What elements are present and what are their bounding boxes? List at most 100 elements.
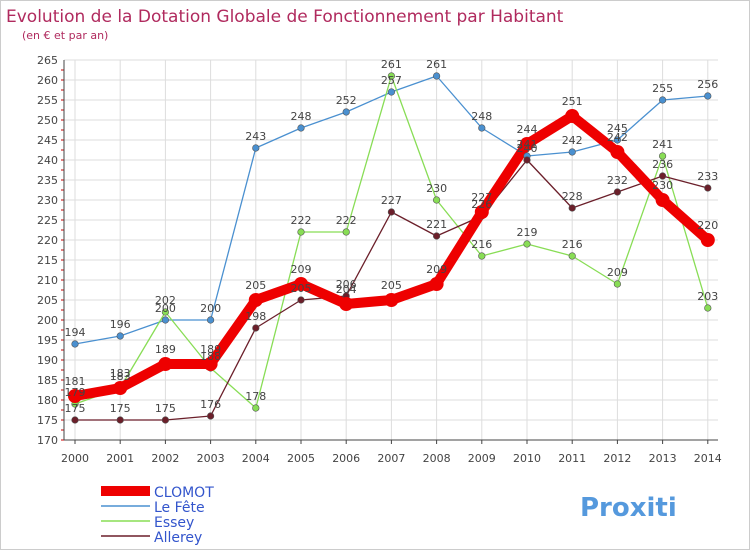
data-point-allerey xyxy=(161,416,169,424)
x-tick-label: 2009 xyxy=(468,452,496,465)
data-label-le-fete: 245 xyxy=(607,122,628,135)
y-tick-label: 170 xyxy=(37,434,58,447)
data-point-allerey xyxy=(613,188,622,196)
data-point-le-fete xyxy=(252,144,260,152)
data-point-essey xyxy=(568,252,576,260)
data-point-allerey xyxy=(252,324,260,332)
data-label-le-fete: 256 xyxy=(697,78,718,91)
data-label-allerey: 221 xyxy=(426,218,447,231)
x-tick-label: 2003 xyxy=(197,452,225,465)
data-point-le-fete xyxy=(478,124,486,132)
data-label-clomot: 251 xyxy=(562,95,583,108)
x-tick-label: 2008 xyxy=(423,452,451,465)
data-label-le-fete: 242 xyxy=(562,134,583,147)
legend-label: Le Fête xyxy=(154,500,205,516)
data-label-allerey: 175 xyxy=(110,402,131,415)
x-tick-label: 2013 xyxy=(649,452,677,465)
proxiti-logo: Proxiti xyxy=(580,493,677,523)
data-label-clomot: 205 xyxy=(245,279,266,292)
y-tick-label: 210 xyxy=(37,274,58,287)
data-label-clomot: 209 xyxy=(426,263,447,276)
data-label-essey: 183 xyxy=(110,370,131,383)
data-point-le-fete xyxy=(658,96,667,104)
data-label-essey: 222 xyxy=(291,214,312,227)
data-point-clomot xyxy=(68,389,82,403)
y-tick-label: 200 xyxy=(37,314,58,327)
data-label-allerey: 206 xyxy=(336,278,357,291)
data-point-allerey xyxy=(116,416,124,424)
data-label-allerey: 228 xyxy=(562,190,583,203)
data-label-essey: 202 xyxy=(155,294,176,307)
data-point-essey xyxy=(297,228,305,236)
y-tick-label: 250 xyxy=(37,114,58,127)
data-point-allerey xyxy=(207,412,215,420)
data-label-le-fete: 248 xyxy=(471,110,492,123)
data-point-le-fete xyxy=(433,72,441,80)
x-tick-label: 2004 xyxy=(242,452,270,465)
data-point-clomot xyxy=(474,205,489,219)
y-tick-label: 245 xyxy=(37,134,58,147)
data-label-le-fete: 261 xyxy=(426,58,447,71)
data-point-allerey xyxy=(704,184,712,192)
chart-subtitle: (en € et par an) xyxy=(22,29,108,42)
x-tick-label: 2001 xyxy=(106,452,134,465)
data-label-le-fete: 255 xyxy=(652,82,673,95)
legend-label: Allerey xyxy=(154,530,202,546)
data-point-clomot xyxy=(429,277,444,291)
data-label-le-fete: 200 xyxy=(200,302,221,315)
data-label-le-fete: 200 xyxy=(155,302,176,315)
data-point-essey xyxy=(161,308,169,316)
y-tick-label: 225 xyxy=(37,214,58,227)
data-label-allerey: 198 xyxy=(245,310,266,323)
x-tick-label: 2000 xyxy=(61,452,89,465)
data-label-le-fete: 248 xyxy=(291,110,312,123)
data-point-allerey xyxy=(568,204,576,212)
y-tick-label: 175 xyxy=(37,414,58,427)
data-point-essey xyxy=(342,228,350,236)
data-label-essey: 179 xyxy=(65,386,86,399)
data-point-allerey xyxy=(387,208,396,216)
data-point-essey xyxy=(523,240,531,248)
data-point-allerey xyxy=(658,172,667,180)
data-label-allerey: 205 xyxy=(291,282,312,295)
data-label-essey: 219 xyxy=(517,226,538,239)
data-label-allerey: 232 xyxy=(607,174,628,187)
data-point-allerey xyxy=(433,232,441,240)
y-tick-label: 255 xyxy=(37,94,58,107)
x-tick-label: 2010 xyxy=(513,452,541,465)
data-label-essey: 209 xyxy=(607,266,628,279)
y-tick-label: 190 xyxy=(37,354,58,367)
data-label-le-fete: 243 xyxy=(245,130,266,143)
data-point-clomot xyxy=(384,293,399,307)
data-point-allerey xyxy=(71,416,79,424)
data-label-essey: 230 xyxy=(426,182,447,195)
data-label-essey: 216 xyxy=(562,238,583,251)
series-points xyxy=(68,72,715,424)
data-label-allerey: 226 xyxy=(471,198,492,211)
data-label-allerey: 175 xyxy=(155,402,176,415)
data-label-clomot: 189 xyxy=(200,343,221,356)
data-point-allerey xyxy=(523,156,531,164)
data-point-essey xyxy=(613,280,622,288)
y-tick-label: 205 xyxy=(37,294,58,307)
brand-logo-text: Proxiti xyxy=(580,493,677,523)
data-point-clomot xyxy=(700,233,715,247)
data-label-clomot: 242 xyxy=(607,131,628,144)
data-point-le-fete xyxy=(71,340,79,348)
data-point-le-fete xyxy=(297,124,305,132)
grid xyxy=(64,59,718,441)
data-point-essey xyxy=(433,196,441,204)
data-label-allerey: 175 xyxy=(65,402,86,415)
data-label-essey: 241 xyxy=(652,138,673,151)
data-point-essey xyxy=(252,404,260,412)
x-tick-label: 2012 xyxy=(603,452,631,465)
data-label-allerey: 236 xyxy=(652,158,673,171)
data-point-le-fete xyxy=(342,108,350,116)
x-tick-label: 2006 xyxy=(332,452,360,465)
axes: 170 175 180 185 190 195 200 205 210 215 220 225 230 2… xyxy=(37,54,722,465)
y-tick-label: 240 xyxy=(37,154,58,167)
